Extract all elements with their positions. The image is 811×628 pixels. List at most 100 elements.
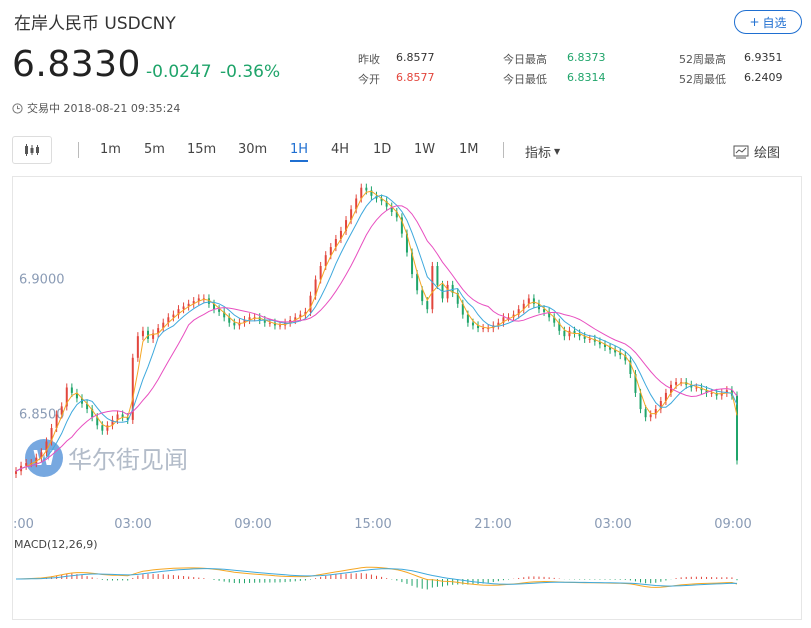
- timeframe-1h[interactable]: 1H: [290, 142, 309, 162]
- candle-body: [609, 347, 612, 350]
- candle-body: [466, 314, 469, 323]
- chart-type-button[interactable]: [12, 136, 52, 164]
- candle-body: [614, 349, 617, 353]
- add-watchlist-button[interactable]: + 自选: [734, 10, 802, 34]
- candle-body: [223, 311, 226, 318]
- candlestick-icon: [25, 144, 39, 156]
- candle-body: [629, 360, 632, 374]
- candle-body: [207, 298, 210, 304]
- candle-body: [507, 317, 510, 319]
- draw-button[interactable]: 绘图: [733, 142, 780, 161]
- watermark-logo-letter: W: [33, 446, 55, 470]
- candle-body: [182, 306, 185, 310]
- x-tick-label: :00: [13, 517, 34, 532]
- candle-body: [649, 414, 652, 418]
- price-change-percent: -0.36%: [220, 62, 281, 82]
- chart-panel[interactable]: W 华尔街见闻 6.9000 6.8500 :00 03:00 09:00 15:00 2…: [12, 176, 802, 620]
- candle-body: [456, 293, 459, 304]
- candle-body: [390, 206, 393, 212]
- candle-body: [532, 298, 535, 304]
- x-tick-label: 09:00: [234, 517, 271, 532]
- candle-body: [248, 317, 251, 320]
- timeframe-1d[interactable]: 1D: [373, 142, 392, 157]
- candle-body: [573, 330, 576, 334]
- candle-body: [446, 284, 449, 299]
- candle-body: [314, 279, 317, 296]
- candle-body: [25, 463, 28, 466]
- candle-body: [365, 187, 368, 191]
- stat-label-52w-low: 52周最低: [679, 73, 726, 86]
- candle-body: [558, 322, 561, 331]
- candle-body: [218, 309, 221, 312]
- candle-body: [659, 401, 662, 410]
- price-change: -0.0247: [146, 62, 212, 82]
- candle-body: [172, 314, 175, 318]
- candle-body: [405, 233, 408, 253]
- candle-body: [187, 303, 190, 307]
- candle-body: [385, 201, 388, 207]
- candle-body: [568, 330, 571, 337]
- candle-body: [416, 274, 419, 291]
- candle-body: [675, 382, 678, 385]
- x-tick-label: 03:00: [594, 517, 631, 532]
- stat-value-day-low: 6.8314: [567, 71, 606, 84]
- stat-value-open: 6.8577: [396, 71, 435, 84]
- candle-body: [279, 325, 282, 327]
- candle-body: [65, 387, 68, 407]
- candle-body: [45, 441, 48, 453]
- candle-body: [477, 325, 480, 329]
- last-price: 6.8330: [12, 44, 141, 85]
- candle-body: [86, 403, 89, 410]
- candle-body: [55, 414, 58, 428]
- stat-value-52w-high: 6.9351: [744, 51, 783, 64]
- indicator-dropdown[interactable]: 指标 ▼: [525, 142, 560, 161]
- candle-body: [461, 303, 464, 315]
- stat-value-prev-close: 6.8577: [396, 51, 435, 64]
- candle-body: [548, 311, 551, 318]
- candle-body: [583, 336, 586, 339]
- timeframe-1m[interactable]: 1m: [100, 142, 121, 157]
- candle-body: [603, 344, 606, 347]
- candle-body: [543, 309, 546, 312]
- timeframe-4h[interactable]: 4H: [331, 142, 350, 157]
- candle-body: [411, 252, 414, 275]
- x-tick-label: 21:00: [474, 517, 511, 532]
- trading-status: 交易中 2018-08-21 09:35:24: [12, 100, 180, 116]
- trading-status-text: 交易中 2018-08-21 09:35:24: [27, 102, 181, 115]
- candle-body: [197, 298, 200, 302]
- candle-body: [400, 217, 403, 234]
- timeframe-30m[interactable]: 30m: [238, 142, 268, 157]
- macd-label: MACD(12,26,9): [14, 538, 98, 551]
- candle-body: [50, 428, 53, 442]
- candle-body: [121, 414, 124, 418]
- candle-body: [355, 198, 358, 210]
- timeframe-15m[interactable]: 15m: [187, 142, 217, 157]
- timeframe-1w[interactable]: 1W: [414, 142, 436, 157]
- candle-body: [644, 409, 647, 418]
- candle-body: [482, 328, 485, 330]
- candle-body: [228, 317, 231, 323]
- candle-body: [654, 409, 657, 415]
- candle-body: [421, 290, 424, 302]
- candle-body: [157, 328, 160, 334]
- toolbar-divider: [503, 142, 504, 158]
- candle-body: [664, 392, 667, 401]
- candlestick-chart[interactable]: W 华尔街见闻 6.9000 6.8500 :00 03:00 09:00 15:00 2…: [13, 177, 801, 619]
- candle-body: [101, 425, 104, 431]
- caret-down-icon: ▼: [554, 147, 561, 156]
- candle-body: [192, 301, 195, 304]
- timeframe-5m[interactable]: 5m: [144, 142, 165, 157]
- candle-body: [502, 317, 505, 323]
- candle-body: [111, 419, 114, 426]
- candle-body: [426, 301, 429, 310]
- candle-body: [126, 417, 129, 420]
- candle-body: [304, 311, 307, 315]
- candle-body: [736, 395, 738, 461]
- candle-body: [578, 333, 581, 337]
- candle-body: [563, 330, 566, 337]
- candle-body: [329, 247, 332, 256]
- candle-body: [75, 392, 78, 399]
- stat-label-prev-close: 昨收: [358, 53, 380, 66]
- macd-dea-line: [16, 568, 738, 587]
- timeframe-1mo[interactable]: 1M: [459, 142, 479, 157]
